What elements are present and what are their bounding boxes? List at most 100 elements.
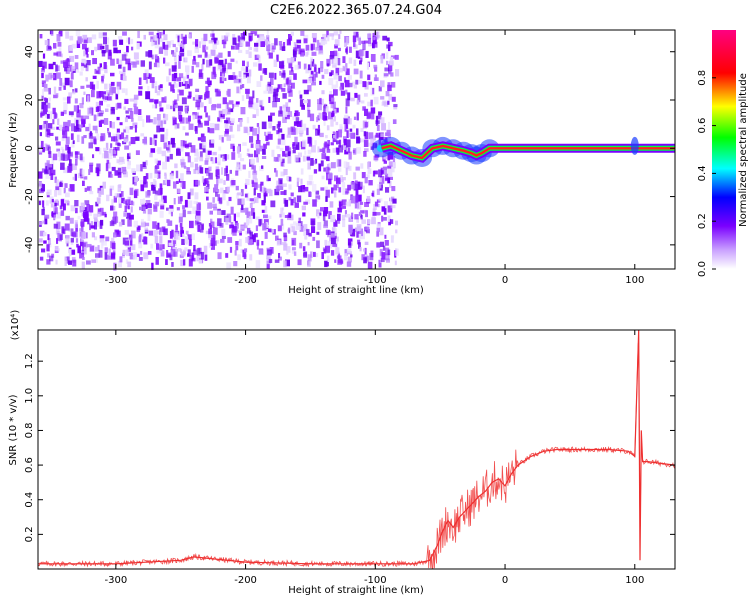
colorbar-gradient xyxy=(712,30,736,269)
noise-cell xyxy=(171,262,174,267)
noise-cell xyxy=(287,127,293,135)
noise-cell xyxy=(98,190,102,197)
noise-cell xyxy=(162,161,167,170)
noise-cell xyxy=(298,127,304,134)
noise-cell xyxy=(307,64,312,71)
noise-cell xyxy=(55,64,58,72)
noise-cell xyxy=(55,248,60,252)
noise-cell xyxy=(355,184,360,190)
noise-cell xyxy=(311,220,315,227)
noise-cell xyxy=(131,201,135,206)
noise-cell xyxy=(261,121,267,130)
noise-cell xyxy=(125,115,130,119)
noise-cell xyxy=(42,124,48,130)
noise-cell xyxy=(332,63,337,68)
noise-cell xyxy=(121,132,125,140)
noise-cell xyxy=(252,128,257,136)
noise-cell xyxy=(150,36,155,42)
noise-cell xyxy=(202,44,206,53)
noise-cell xyxy=(182,36,186,45)
noise-cell xyxy=(183,165,187,169)
noise-cell xyxy=(373,96,379,105)
noise-cell xyxy=(281,72,286,78)
noise-cell xyxy=(162,195,167,204)
x-tick-label: 0 xyxy=(502,275,508,286)
noise-cell xyxy=(52,119,55,125)
noise-cell xyxy=(79,231,83,237)
noise-cell xyxy=(129,126,133,130)
noise-cell xyxy=(199,143,204,150)
noise-cell xyxy=(81,136,85,144)
noise-cell xyxy=(276,54,279,62)
noise-cell xyxy=(172,117,177,126)
noise-cell xyxy=(360,138,365,143)
noise-cell xyxy=(81,232,86,240)
noise-cell xyxy=(371,217,376,225)
noise-cell xyxy=(310,43,316,50)
noise-cell xyxy=(348,46,352,53)
noise-cell xyxy=(45,74,49,82)
noise-cell xyxy=(330,51,335,57)
x-tick-label: -200 xyxy=(234,275,257,286)
noise-cell xyxy=(249,203,253,208)
noise-cell xyxy=(180,146,184,152)
noise-cell xyxy=(272,101,278,108)
noise-cell xyxy=(310,70,314,77)
noise-cell xyxy=(288,37,291,45)
noise-cell xyxy=(154,44,160,49)
noise-cell xyxy=(363,40,369,44)
noise-cell xyxy=(54,207,58,215)
noise-cell xyxy=(341,179,344,183)
noise-cell xyxy=(83,37,88,44)
noise-cell xyxy=(344,114,349,119)
noise-cell xyxy=(278,133,281,142)
noise-cell xyxy=(194,46,199,53)
noise-cell xyxy=(143,181,148,188)
noise-cell xyxy=(79,103,84,109)
noise-cell xyxy=(288,34,293,41)
noise-cell xyxy=(277,128,283,133)
noise-cell xyxy=(99,235,105,243)
noise-cell xyxy=(248,153,254,158)
colorbar-tick-label: 0.4 xyxy=(697,165,708,181)
noise-cell xyxy=(327,144,330,150)
noise-cell xyxy=(218,52,223,58)
noise-cell xyxy=(168,68,171,76)
noise-cell xyxy=(145,51,150,57)
noise-cell xyxy=(131,230,136,239)
noise-cell xyxy=(169,153,173,160)
noise-cell xyxy=(116,116,120,121)
noise-cell xyxy=(354,92,358,98)
noise-cell xyxy=(49,255,54,262)
noise-cell xyxy=(153,204,158,212)
noise-cell xyxy=(276,145,280,149)
noise-cell xyxy=(281,46,286,51)
noise-cell xyxy=(298,217,301,224)
noise-cell xyxy=(336,183,339,188)
noise-cell xyxy=(156,160,161,166)
noise-cell xyxy=(180,251,186,257)
noise-cell xyxy=(142,165,147,169)
noise-cell xyxy=(51,212,55,217)
noise-cell xyxy=(230,143,235,149)
noise-cell xyxy=(76,243,79,248)
noise-cell xyxy=(291,128,296,135)
noise-cell xyxy=(83,213,89,222)
noise-cell xyxy=(242,60,245,67)
noise-cell xyxy=(52,61,56,66)
noise-cell xyxy=(215,166,220,170)
noise-cell xyxy=(315,71,318,78)
noise-cell xyxy=(147,251,152,255)
noise-cell xyxy=(288,197,292,201)
noise-cell xyxy=(246,76,251,84)
noise-cell xyxy=(202,58,205,65)
noise-cell xyxy=(130,38,134,45)
noise-cell xyxy=(70,205,76,212)
noise-cell xyxy=(113,211,118,217)
noise-cell xyxy=(344,249,348,256)
noise-cell xyxy=(122,254,125,258)
noise-cell xyxy=(232,145,235,152)
noise-cell xyxy=(350,97,355,102)
noise-cell xyxy=(114,193,120,198)
noise-cell xyxy=(373,204,377,210)
